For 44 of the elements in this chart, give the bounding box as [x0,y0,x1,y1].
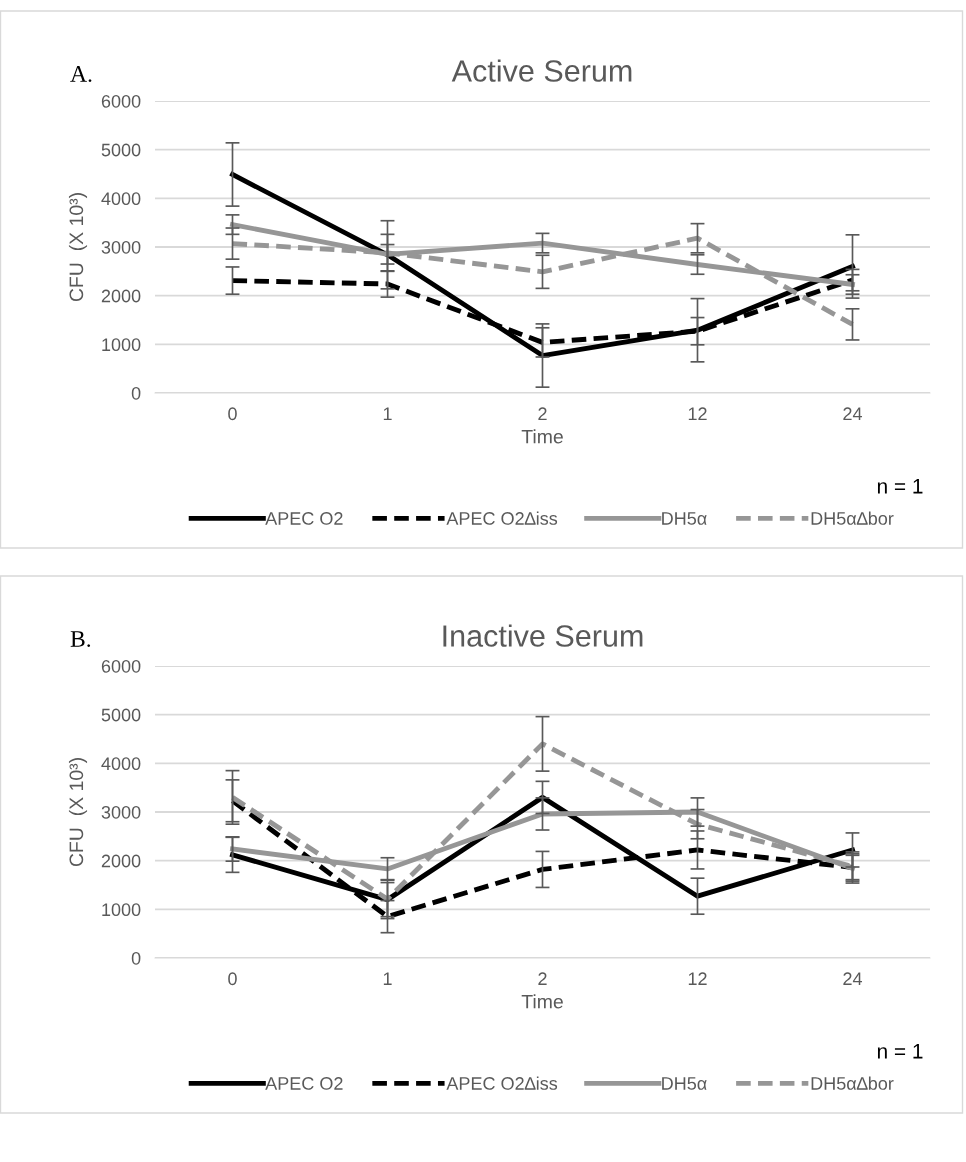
line-series [230,172,855,358]
chart-title: Active Serum [451,59,632,82]
legend-label: DH5α∆bor [811,1076,894,1090]
legend-label: APEC O2 [265,512,343,525]
y-tick-label: 3000 [101,240,141,254]
text: n = 1 [877,479,923,494]
x-tick-label: 0 [228,972,237,986]
y-tick-label: 0 [131,951,141,965]
text: B. [70,631,91,648]
line-series [230,798,855,920]
text: n = 1 [877,1044,923,1059]
x-tick-label: 1 [383,972,392,985]
chart-title: Inactive Serum [443,624,643,647]
x-tick-label: 2 [538,972,547,985]
x-axis-title: Time [521,429,563,444]
y-axis-title: CFU (X 10³) [68,758,88,867]
x-tick-label: 12 [688,972,707,985]
legend-label: DH5α [662,1077,707,1090]
y-tick-label: 5000 [101,708,141,722]
x-axis-title: Time [521,994,563,1009]
legend-label: DH5α [662,512,707,525]
x-tick-label: 24 [843,407,863,420]
y-tick-label: 2000 [101,854,141,868]
legend-label: DH5α∆bor [811,511,894,525]
x-tick-label: 12 [688,407,707,420]
y-axis-title: CFU (X 10³) [68,193,88,302]
x-tick-label: 2 [538,407,547,420]
legend-label: APEC O2∆iss [446,511,558,525]
y-tick-label: 1000 [102,338,141,352]
y-tick-label: 5000 [101,143,141,157]
x-tick-label: 1 [383,407,392,420]
x-tick-label: 24 [843,972,863,985]
y-tick-label: 0 [131,386,141,400]
y-tick-label: 4000 [101,757,141,771]
y-tick-label: 3000 [101,805,141,819]
y-tick-label: 6000 [101,94,141,108]
y-tick-label: 1000 [102,903,141,917]
text: A. [70,66,92,83]
x-tick-label: 0 [228,407,237,421]
legend-label: APEC O2 [265,1077,343,1090]
y-tick-label: 2000 [101,289,141,303]
legend-label: APEC O2∆iss [446,1076,558,1090]
y-tick-label: 4000 [101,192,141,206]
y-tick-label: 6000 [101,659,141,673]
